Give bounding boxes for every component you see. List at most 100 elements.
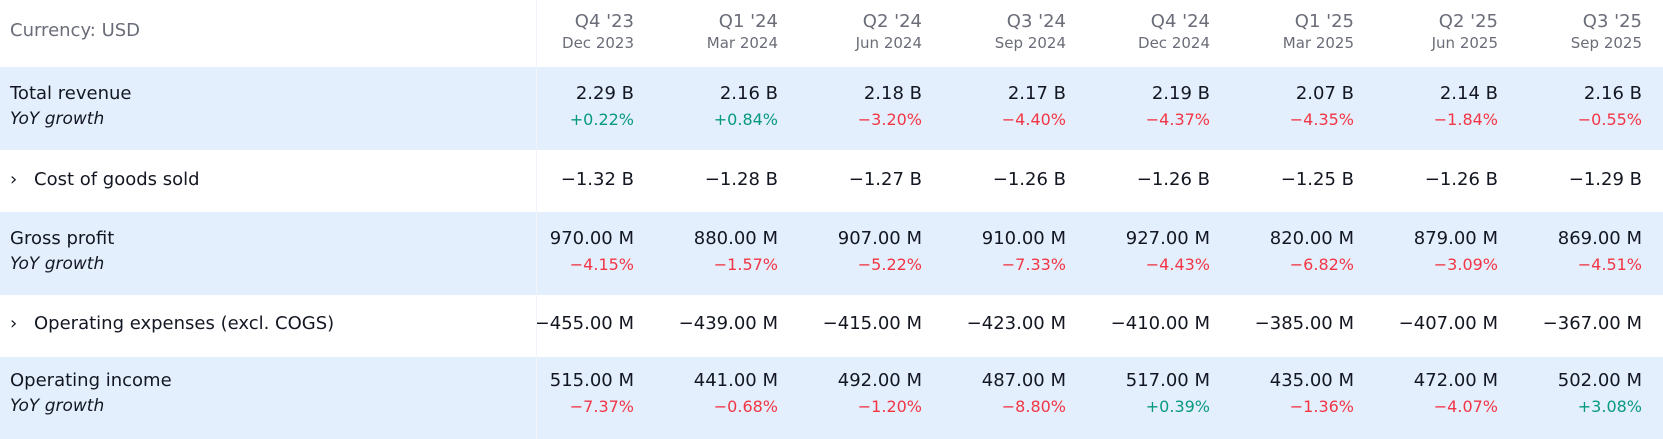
growth-cell: −0.55% [1577,110,1642,129]
yoy-growth-label: YoY growth [10,109,105,129]
value-cell: −455.00 M [534,313,634,334]
value-cell: 2.19 B [1151,83,1210,104]
value-cell: 441.00 M [693,370,778,391]
growth-cell: −7.33% [1001,255,1066,274]
value-cell: 2.18 B [863,83,922,104]
period-date: Sep 2025 [1570,34,1642,52]
value-cell: 927.00 M [1125,228,1210,249]
value-cell: −415.00 M [822,313,922,334]
period-quarter: Q3 '24 [1006,11,1066,32]
value-cell: 2.16 B [719,83,778,104]
growth-cell: +3.08% [1577,397,1642,416]
growth-cell: −4.35% [1289,110,1354,129]
period-date: Jun 2024 [855,34,922,52]
growth-cell: −8.80% [1001,397,1066,416]
value-cell: −423.00 M [966,313,1066,334]
row-total-revenue[interactable]: Total revenue YoY growth 2.29 B 2.16 B 2… [0,67,1663,150]
growth-cell: −1.57% [713,255,778,274]
value-cell: 435.00 M [1269,370,1354,391]
value-cell: 2.17 B [1007,83,1066,104]
header-row: Currency: USD Q4 '23 Dec 2023 Q1 '24 Mar… [0,0,1663,67]
value-cell: 492.00 M [837,370,922,391]
period-date: Jun 2025 [1431,34,1498,52]
value-cell: −1.26 B [1424,169,1498,190]
value-cell: −1.28 B [704,169,778,190]
value-cell: 880.00 M [693,228,778,249]
period-header: Q3 '24 Sep 2024 [926,11,1066,54]
period-header: Q2 '25 Jun 2025 [1358,11,1498,54]
row-label: Total revenue [10,83,132,104]
growth-cell: −4.07% [1433,397,1498,416]
period-date: Sep 2024 [994,34,1066,52]
growth-cell: −6.82% [1289,255,1354,274]
period-header: Q2 '24 Jun 2024 [782,11,922,54]
yoy-growth-label: YoY growth [10,396,105,416]
growth-cell: −4.40% [1001,110,1066,129]
value-cell: −1.26 B [1136,169,1210,190]
growth-cell: +0.22% [569,110,634,129]
value-cell: 502.00 M [1557,370,1642,391]
period-header: Q4 '24 Dec 2024 [1070,11,1210,54]
value-cell: 472.00 M [1413,370,1498,391]
period-date: Dec 2023 [562,34,634,52]
value-cell: 2.07 B [1295,83,1354,104]
growth-cell: −4.37% [1145,110,1210,129]
row-operating-income[interactable]: Operating income YoY growth 515.00 M 441… [0,357,1663,439]
growth-cell: −4.51% [1577,255,1642,274]
growth-cell: −4.43% [1145,255,1210,274]
value-cell: 970.00 M [549,228,634,249]
period-header: Q4 '23 Dec 2023 [494,11,634,54]
row-operating-expenses[interactable]: › Operating expenses (excl. COGS) −455.0… [0,295,1663,357]
period-quarter: Q2 '24 [862,11,922,32]
column-divider [536,0,537,439]
period-date: Dec 2024 [1138,34,1210,52]
value-cell: 515.00 M [549,370,634,391]
growth-cell: −3.09% [1433,255,1498,274]
row-label: Cost of goods sold [34,169,200,190]
growth-cell: +0.39% [1145,397,1210,416]
value-cell: 869.00 M [1557,228,1642,249]
value-cell: 910.00 M [981,228,1066,249]
growth-cell: −1.84% [1433,110,1498,129]
value-cell: −367.00 M [1542,313,1642,334]
period-header: Q3 '25 Sep 2025 [1502,11,1642,54]
row-label: Gross profit [10,228,115,249]
value-cell: −1.25 B [1280,169,1354,190]
value-cell: −1.26 B [992,169,1066,190]
period-quarter: Q1 '25 [1294,11,1354,32]
value-cell: 907.00 M [837,228,922,249]
growth-cell: −7.37% [569,397,634,416]
value-cell: −1.32 B [560,169,634,190]
yoy-growth-label: YoY growth [10,254,105,274]
period-date: Mar 2025 [1282,34,1354,52]
period-quarter: Q3 '25 [1582,11,1642,32]
value-cell: −1.27 B [848,169,922,190]
value-cell: 517.00 M [1125,370,1210,391]
growth-cell: −3.20% [857,110,922,129]
value-cell: 2.29 B [575,83,634,104]
period-header: Q1 '25 Mar 2025 [1214,11,1354,54]
value-cell: 820.00 M [1269,228,1354,249]
growth-cell: −1.20% [857,397,922,416]
value-cell: 879.00 M [1413,228,1498,249]
period-quarter: Q4 '24 [1150,11,1210,32]
currency-label: Currency: USD [10,20,141,41]
value-cell: 487.00 M [981,370,1066,391]
growth-cell: −5.22% [857,255,922,274]
value-cell: −410.00 M [1110,313,1210,334]
period-quarter: Q2 '25 [1438,11,1498,32]
value-cell: −407.00 M [1398,313,1498,334]
row-gross-profit[interactable]: Gross profit YoY growth 970.00 M 880.00 … [0,212,1663,295]
period-date: Mar 2024 [706,34,778,52]
row-cost-of-goods-sold[interactable]: › Cost of goods sold −1.32 B −1.28 B −1.… [0,150,1663,212]
value-cell: −439.00 M [678,313,778,334]
period-quarter: Q4 '23 [574,11,634,32]
growth-cell: −4.15% [569,255,634,274]
value-cell: 2.14 B [1439,83,1498,104]
growth-cell: −1.36% [1289,397,1354,416]
value-cell: 2.16 B [1583,83,1642,104]
value-cell: −385.00 M [1254,313,1354,334]
chevron-right-icon[interactable]: › [10,169,18,190]
chevron-right-icon[interactable]: › [10,313,18,334]
